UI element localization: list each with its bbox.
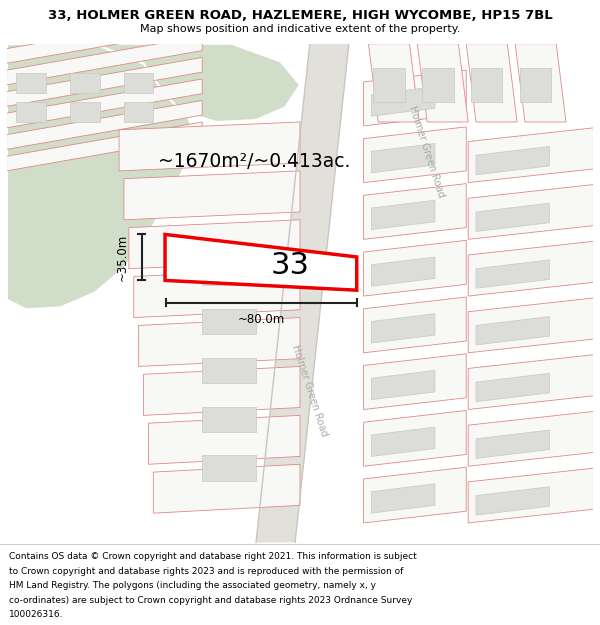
Polygon shape <box>368 44 419 122</box>
Polygon shape <box>364 354 466 409</box>
Polygon shape <box>364 127 466 182</box>
Text: co-ordinates) are subject to Crown copyright and database rights 2023 Ordnance S: co-ordinates) are subject to Crown copyr… <box>9 596 412 605</box>
Polygon shape <box>129 220 300 269</box>
Polygon shape <box>70 73 100 92</box>
Polygon shape <box>476 430 550 458</box>
Polygon shape <box>16 102 46 122</box>
Polygon shape <box>468 468 593 523</box>
Polygon shape <box>371 427 435 456</box>
Polygon shape <box>256 44 349 542</box>
Polygon shape <box>364 241 466 296</box>
Text: ~1670m²/~0.413ac.: ~1670m²/~0.413ac. <box>158 152 350 171</box>
Polygon shape <box>70 102 100 122</box>
Text: ~80.0m: ~80.0m <box>238 313 285 326</box>
Polygon shape <box>476 317 550 345</box>
Polygon shape <box>7 122 202 171</box>
Polygon shape <box>154 464 300 513</box>
Polygon shape <box>476 203 550 231</box>
Polygon shape <box>515 44 566 122</box>
Polygon shape <box>134 269 300 318</box>
Polygon shape <box>202 407 256 432</box>
Polygon shape <box>364 297 466 352</box>
Text: Contains OS data © Crown copyright and database right 2021. This information is : Contains OS data © Crown copyright and d… <box>9 552 417 561</box>
Polygon shape <box>476 373 550 402</box>
Polygon shape <box>202 456 256 481</box>
Text: 33: 33 <box>271 251 310 280</box>
Text: 100026316.: 100026316. <box>9 610 64 619</box>
Polygon shape <box>124 73 154 92</box>
Text: to Crown copyright and database rights 2023 and is reproduced with the permissio: to Crown copyright and database rights 2… <box>9 567 403 576</box>
Text: 33, HOLMER GREEN ROAD, HAZLEMERE, HIGH WYCOMBE, HP15 7BL: 33, HOLMER GREEN ROAD, HAZLEMERE, HIGH W… <box>47 9 553 22</box>
Polygon shape <box>202 357 256 383</box>
Polygon shape <box>418 44 468 122</box>
Text: Holmer Green Road: Holmer Green Road <box>407 104 446 198</box>
Polygon shape <box>16 73 46 92</box>
Polygon shape <box>165 234 357 290</box>
Polygon shape <box>139 318 300 366</box>
Polygon shape <box>364 468 466 523</box>
Polygon shape <box>476 260 550 288</box>
Polygon shape <box>468 298 593 352</box>
Polygon shape <box>7 36 202 85</box>
Polygon shape <box>7 79 202 128</box>
Polygon shape <box>61 44 300 122</box>
Text: ~35.0m: ~35.0m <box>116 234 128 281</box>
Polygon shape <box>364 70 466 126</box>
Text: Map shows position and indicative extent of the property.: Map shows position and indicative extent… <box>140 24 460 34</box>
Polygon shape <box>148 416 300 464</box>
Polygon shape <box>371 257 435 286</box>
Text: Holmer Green Road: Holmer Green Road <box>290 344 329 438</box>
Polygon shape <box>7 44 193 310</box>
Polygon shape <box>468 241 593 296</box>
Polygon shape <box>468 184 593 239</box>
Polygon shape <box>468 128 593 182</box>
Polygon shape <box>468 411 593 466</box>
Polygon shape <box>466 44 517 122</box>
Polygon shape <box>373 68 404 102</box>
Text: HM Land Registry. The polygons (including the associated geometry, namely x, y: HM Land Registry. The polygons (includin… <box>9 581 376 590</box>
Polygon shape <box>422 68 454 102</box>
Polygon shape <box>119 122 300 171</box>
Polygon shape <box>202 260 256 285</box>
Polygon shape <box>371 371 435 400</box>
Polygon shape <box>7 101 202 149</box>
Polygon shape <box>476 146 550 175</box>
Polygon shape <box>471 68 502 102</box>
Polygon shape <box>371 144 435 173</box>
Polygon shape <box>468 355 593 409</box>
Polygon shape <box>371 200 435 229</box>
Polygon shape <box>124 171 300 220</box>
Polygon shape <box>371 484 435 513</box>
Polygon shape <box>202 309 256 334</box>
Polygon shape <box>364 411 466 466</box>
Polygon shape <box>7 14 202 63</box>
Polygon shape <box>520 68 551 102</box>
Polygon shape <box>7 58 202 106</box>
Polygon shape <box>143 366 300 416</box>
Polygon shape <box>364 184 466 239</box>
Polygon shape <box>371 87 435 116</box>
Polygon shape <box>124 102 154 122</box>
Polygon shape <box>371 314 435 343</box>
Polygon shape <box>476 487 550 515</box>
